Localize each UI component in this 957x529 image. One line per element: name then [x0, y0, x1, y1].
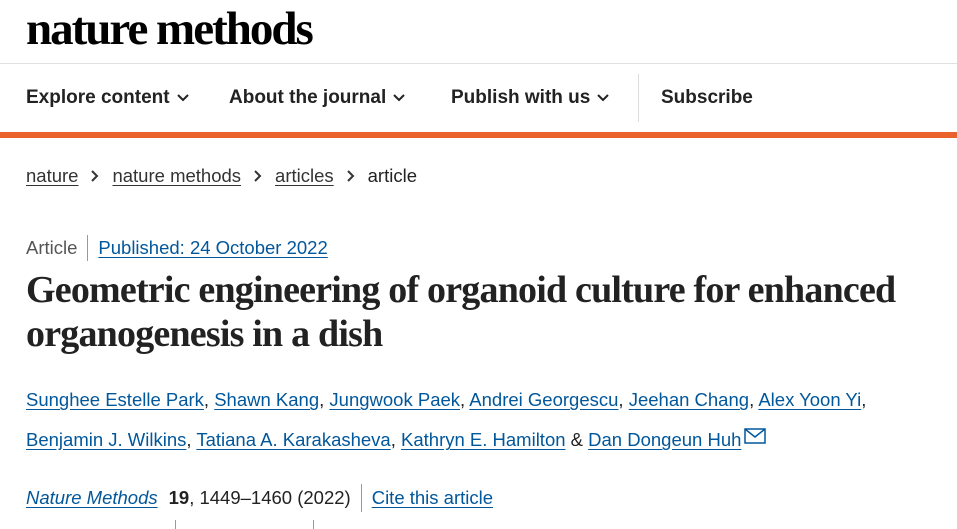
breadcrumb-current: article	[367, 165, 417, 186]
nav-item[interactable]: Publish with us	[451, 87, 610, 109]
nav-divider	[638, 74, 639, 122]
nav-item[interactable]: Explore content	[26, 87, 190, 109]
volume: 19	[168, 487, 190, 508]
logo[interactable]: nature methods	[26, 3, 314, 55]
breadcrumb-chevron	[254, 170, 262, 182]
author-separator: ,	[319, 389, 325, 410]
email-icon[interactable]	[744, 428, 767, 444]
breadcrumb-chevron	[91, 170, 99, 182]
published-date[interactable]: Published: 24 October 2022	[98, 237, 328, 258]
cite-divider	[360, 484, 362, 512]
breadcrumb-link[interactable]: articles	[275, 165, 334, 186]
cite-link[interactable]: Cite this article	[371, 487, 494, 508]
author-separator: ,	[460, 389, 466, 410]
article-type: Article	[26, 237, 78, 258]
tab-divider	[313, 520, 314, 529]
author-link[interactable]: Kathryn E. Hamilton	[401, 429, 566, 450]
accent-bar	[0, 132, 957, 138]
author-link[interactable]: Jungwook Paek	[329, 389, 461, 410]
author-link[interactable]: Alex Yoon Yi	[758, 389, 862, 410]
article-title: Geometric engineering of organoid cultur…	[26, 269, 896, 355]
breadcrumb-link[interactable]: nature	[26, 165, 79, 186]
article-meta: Article Published: 24 October 2022	[26, 235, 328, 261]
author-link[interactable]: Andrei Georgescu	[469, 389, 619, 410]
breadcrumb-link[interactable]: nature methods	[112, 165, 242, 186]
chevron	[393, 94, 405, 102]
tab-divider	[175, 520, 176, 529]
author-link[interactable]: Dan Dongeun Huh	[588, 429, 742, 450]
nav-label[interactable]: Publish with us	[451, 87, 591, 108]
nav-label[interactable]: Explore content	[26, 87, 170, 108]
breadcrumbs: nature nature methods articles article	[26, 165, 417, 187]
header-divider	[0, 63, 957, 64]
author-link[interactable]: Shawn Kang	[214, 389, 320, 410]
author-separator: &	[570, 429, 584, 450]
author-separator: ,	[390, 429, 396, 450]
subscribe-label[interactable]: Subscribe	[661, 87, 753, 108]
author-separator: ,	[186, 429, 192, 450]
chevron	[597, 94, 610, 102]
author-link[interactable]: Benjamin J. Wilkins	[26, 429, 187, 450]
author-link[interactable]: Jeehan Chang	[628, 389, 750, 410]
author-link[interactable]: Sunghee Estelle Park	[26, 389, 204, 410]
author-separator: ,	[749, 389, 755, 410]
author-separator: ,	[618, 389, 624, 410]
breadcrumb-chevron	[346, 170, 355, 182]
citation: Nature Methods 19 , 1449–1460 (2022) Cit…	[26, 484, 493, 512]
author-separator: ,	[861, 389, 867, 410]
nav-item[interactable]: About the journal	[229, 87, 406, 109]
nav-label[interactable]: About the journal	[229, 87, 387, 108]
author-link[interactable]: Tatiana A. Karakasheva	[196, 429, 391, 450]
meta-divider	[87, 235, 89, 261]
chevron	[176, 94, 189, 102]
subscribe[interactable]: Subscribe	[661, 87, 753, 109]
journal-link[interactable]: Nature Methods	[26, 487, 158, 508]
pages: , 1449–1460 (2022)	[189, 487, 351, 508]
author-list: Sunghee Estelle Park, Shawn Kang, Jungwo…	[26, 380, 926, 460]
author-separator: ,	[203, 389, 210, 410]
